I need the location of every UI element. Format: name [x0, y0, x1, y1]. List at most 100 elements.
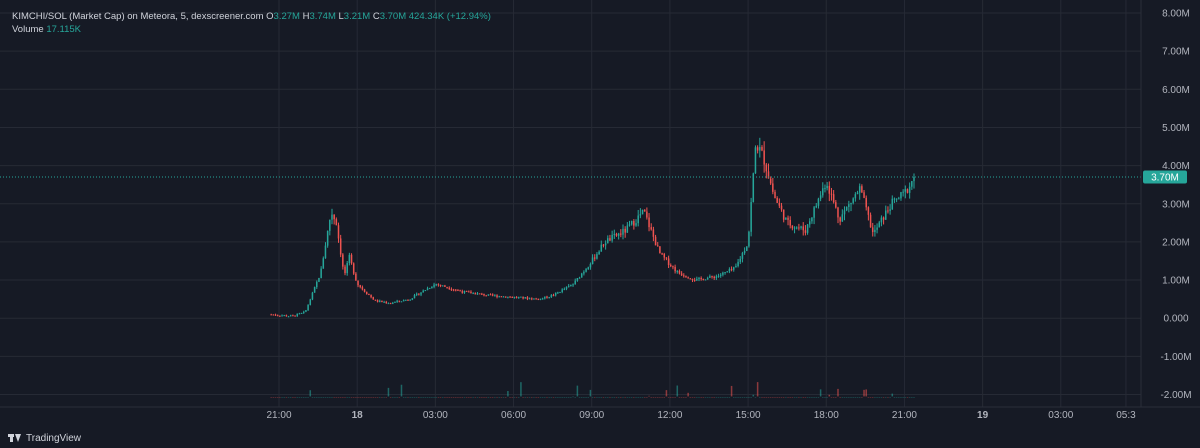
volume-bar	[548, 397, 550, 398]
candle-body	[637, 215, 639, 224]
volume-bar	[446, 397, 448, 398]
volume-bar	[365, 397, 368, 398]
candle-body	[496, 295, 498, 298]
candle-body	[448, 287, 451, 290]
volume-bar	[813, 397, 815, 398]
volume-bar	[678, 397, 681, 398]
volume-bar	[405, 397, 407, 398]
candle-body	[320, 268, 322, 278]
volume-bar	[748, 397, 750, 398]
symbol-title[interactable]: KIMCHI/SOL (Market Cap) on Meteora, 5, d…	[12, 11, 264, 22]
volume-bar	[418, 397, 420, 398]
candle-body	[724, 272, 726, 274]
volume-bar	[848, 397, 850, 398]
volume-bar	[654, 397, 657, 398]
volume-bar	[394, 397, 396, 398]
candle-body	[850, 202, 852, 205]
tradingview-attribution[interactable]: TradingView	[8, 431, 81, 445]
candle-body	[719, 274, 722, 276]
candle-body	[767, 171, 770, 179]
candle-body	[732, 267, 735, 270]
candle-body	[533, 298, 535, 300]
volume-bar	[767, 397, 770, 398]
volume-bar	[398, 397, 401, 398]
time-tick-label: 12:00	[657, 410, 682, 421]
candle-body	[726, 271, 728, 273]
candle-body	[585, 269, 587, 272]
volume-bar	[637, 397, 639, 398]
candle-body	[574, 280, 576, 285]
volume-bar	[444, 397, 446, 398]
candle-body	[359, 285, 361, 288]
volume-bar	[511, 397, 513, 398]
candle-body	[607, 238, 609, 244]
volume-bar	[598, 397, 600, 398]
volume-bar	[902, 397, 904, 398]
candle-body	[689, 278, 692, 280]
price-tick-label: 7.00M	[1162, 47, 1190, 58]
candle-body	[880, 217, 883, 223]
tradingview-brand: TradingView	[26, 432, 82, 444]
volume-bar	[342, 397, 344, 398]
price-tick-label: 5.00M	[1162, 123, 1190, 134]
candle-body	[387, 303, 390, 305]
volume-bar	[900, 397, 902, 398]
candle-body	[591, 257, 594, 265]
candle-body	[876, 227, 878, 230]
candle-body	[379, 300, 381, 302]
volume-bar	[650, 397, 652, 398]
volume-bar	[594, 397, 596, 398]
candle-body	[326, 230, 329, 246]
price-tick-label: -2.00M	[1160, 390, 1191, 401]
candle-body	[452, 289, 455, 291]
candle-body	[832, 194, 835, 203]
volume-bar	[887, 397, 889, 398]
volume-bar	[850, 397, 852, 398]
candle-body	[535, 298, 537, 300]
candle-body	[294, 315, 296, 317]
volume-bar	[402, 397, 405, 398]
volume-bar	[659, 397, 661, 398]
time-axis[interactable]: 21:00 18 03:00 06:00 09:00 12:00 15:00 18:00 21:…	[266, 410, 1136, 421]
volume-bar	[839, 397, 841, 398]
volume-bar	[361, 397, 364, 398]
volume-bar	[476, 397, 479, 398]
candle-body	[583, 271, 585, 274]
candle-body	[754, 147, 757, 174]
candle-body	[646, 211, 648, 218]
candle-body	[594, 257, 596, 259]
candle-body	[405, 299, 407, 301]
candle-body	[854, 194, 857, 199]
volume-bar	[817, 397, 820, 398]
candle-body	[845, 206, 848, 211]
volume-bar	[420, 397, 422, 398]
candle-body	[704, 279, 707, 281]
candle-body	[604, 243, 607, 246]
candle-body	[774, 191, 776, 199]
volume-bar	[620, 397, 622, 398]
volume-bar	[743, 397, 746, 398]
volume-bar	[387, 387, 390, 397]
volume-bar	[283, 397, 285, 398]
volume-bar	[854, 397, 857, 398]
candle-body	[715, 276, 718, 279]
volume-bar	[455, 397, 457, 398]
candle-body	[289, 315, 292, 317]
volume-bar	[835, 397, 837, 398]
volume-bar	[808, 397, 811, 398]
volume-bar	[780, 397, 783, 398]
volume-bar	[450, 397, 453, 398]
volume-label[interactable]: Volume	[12, 24, 44, 35]
volume-bar	[904, 397, 907, 398]
candles	[270, 137, 915, 318]
volume-bar	[624, 397, 626, 398]
candle-body	[418, 293, 420, 295]
price-tick-label: 2.00M	[1162, 237, 1190, 248]
candle-body	[281, 315, 283, 317]
candle-body	[702, 278, 705, 281]
volume-bar	[372, 397, 375, 398]
candle-body	[782, 209, 785, 220]
price-axis[interactable]: 8.00M 7.00M 6.00M 5.00M 4.00M 3.00M 2.00M 1.00M…	[1160, 9, 1191, 402]
volume-bar	[891, 393, 894, 397]
